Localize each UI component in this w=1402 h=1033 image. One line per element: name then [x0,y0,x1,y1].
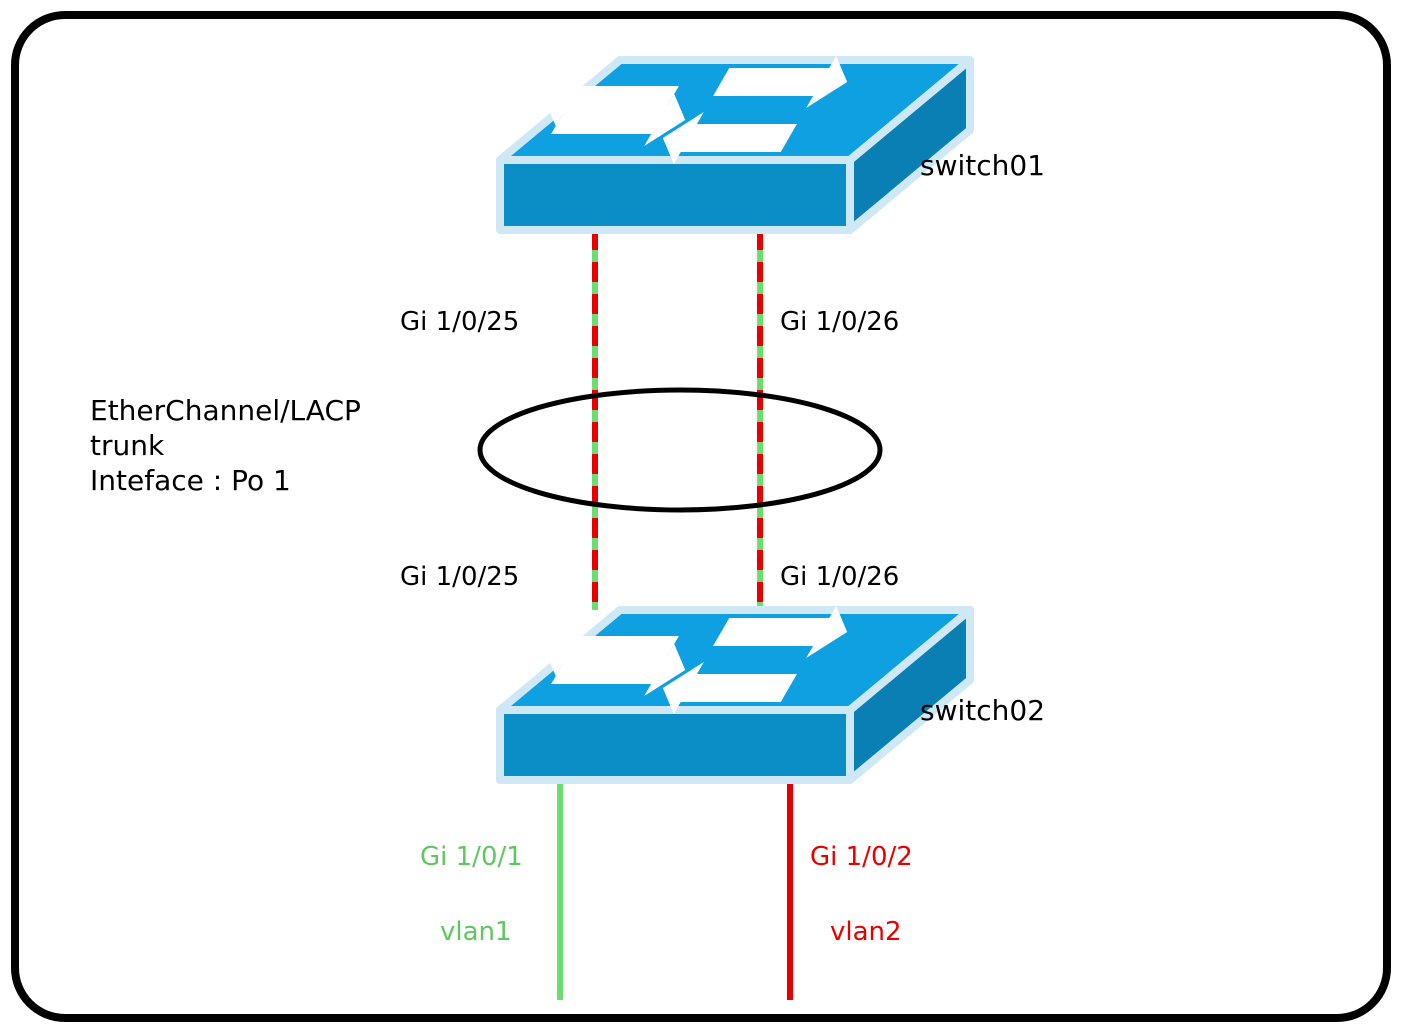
trunk-text-line: trunk [90,429,165,462]
access-port-left-label: Gi 1/0/1 [420,842,523,872]
port-label-top-right: Gi 1/0/26 [780,307,899,337]
port-label-bottom-right: Gi 1/0/26 [780,562,899,592]
switch-bottom [500,606,970,780]
switch-top-front-face [500,160,850,230]
port-label-bottom-left: Gi 1/0/25 [400,562,519,592]
trunk-text-line: EtherChannel/LACP [90,394,361,427]
access-vlan-right-label: vlan2 [830,917,902,947]
switch-bottom-front-face [500,710,850,780]
switch-bottom-label: switch02 [920,694,1045,727]
access-port-right-label: Gi 1/0/2 [810,842,913,872]
switch-top [500,56,970,230]
switch-top-label: switch01 [920,149,1045,182]
trunk-text-line: Inteface : Po 1 [90,464,291,497]
access-vlan-left-label: vlan1 [440,917,512,947]
port-label-top-left: Gi 1/0/25 [400,307,519,337]
etherchannel-ellipse [480,390,880,510]
